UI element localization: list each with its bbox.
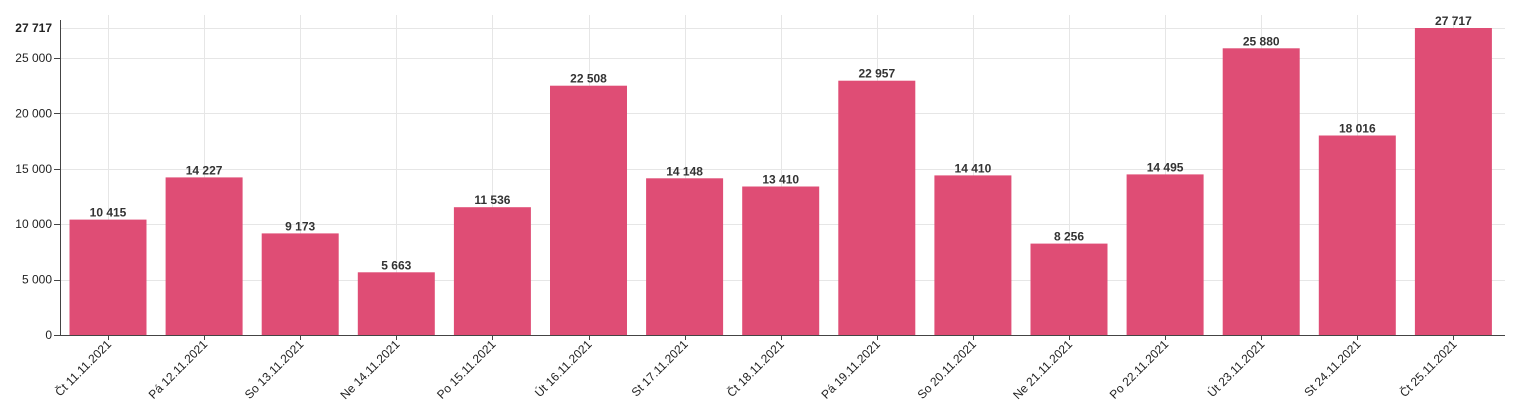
x-tick-label: So 20.11.2021 (915, 337, 980, 402)
bar[interactable] (838, 80, 916, 335)
bar[interactable] (646, 178, 724, 335)
y-tick-label: 10 000 (15, 217, 52, 231)
bar[interactable] (1414, 28, 1492, 335)
x-tick-label: Ne 21.11.2021 (1010, 337, 1075, 402)
bar-value-label: 5 663 (381, 258, 411, 272)
x-tick-label: Čt 18.11.2021 (724, 336, 788, 400)
bar-value-label: 10 415 (90, 206, 127, 220)
y-tick-label: 5 000 (22, 273, 52, 287)
bar-value-label: 25 880 (1243, 34, 1280, 48)
x-tick-label: Čt 25.11.2021 (1396, 336, 1460, 400)
y-tick-label: 20 000 (15, 106, 52, 120)
bar[interactable] (1222, 48, 1300, 336)
x-tick-label: Út 23.11.2021 (1204, 336, 1268, 400)
y-tick-label: 25 000 (15, 51, 52, 65)
bar-value-label: 14 495 (1147, 160, 1184, 174)
y-tick-label: 15 000 (15, 162, 52, 176)
bar[interactable] (453, 207, 531, 335)
bar-value-label: 27 717 (1435, 14, 1472, 28)
bar-value-label: 14 410 (955, 161, 992, 175)
x-tick-label: Čt 11.11.2021 (51, 336, 114, 399)
bar-value-label: 14 148 (666, 164, 703, 178)
bar[interactable] (742, 186, 820, 336)
bar[interactable] (165, 177, 243, 335)
bar[interactable] (1126, 174, 1204, 335)
bar[interactable] (357, 272, 435, 335)
bar[interactable] (261, 233, 339, 335)
bar[interactable] (1030, 243, 1108, 335)
bar[interactable] (69, 219, 147, 335)
bar-value-label: 9 173 (285, 219, 315, 233)
x-tick-label: St 17.11.2021 (629, 337, 691, 399)
bar[interactable] (1318, 135, 1396, 336)
x-tick-label: Ne 14.11.2021 (337, 337, 402, 402)
bar-value-label: 14 227 (186, 163, 223, 177)
bar-value-label: 22 508 (570, 72, 607, 86)
x-tick-label: Út 16.11.2021 (531, 336, 595, 400)
bar[interactable] (550, 85, 627, 335)
bar[interactable] (934, 175, 1012, 335)
bar-value-label: 13 410 (762, 173, 799, 187)
bar-value-label: 18 016 (1339, 122, 1376, 136)
x-tick-label: Po 15.11.2021 (434, 337, 499, 402)
x-tick-label: St 24.11.2021 (1301, 337, 1363, 399)
x-tick-label: So 13.11.2021 (242, 337, 307, 402)
y-max-label: 27 717 (15, 21, 52, 35)
y-tick-label: 0 (45, 328, 52, 342)
bar-value-label: 22 957 (858, 67, 895, 81)
bar-value-label: 11 536 (474, 193, 510, 207)
x-tick-label: Pá 19.11.2021 (818, 337, 883, 402)
x-tick-label: Pá 12.11.2021 (146, 337, 211, 402)
x-tick-label: Po 22.11.2021 (1107, 337, 1172, 402)
bar-value-label: 8 256 (1054, 230, 1084, 244)
